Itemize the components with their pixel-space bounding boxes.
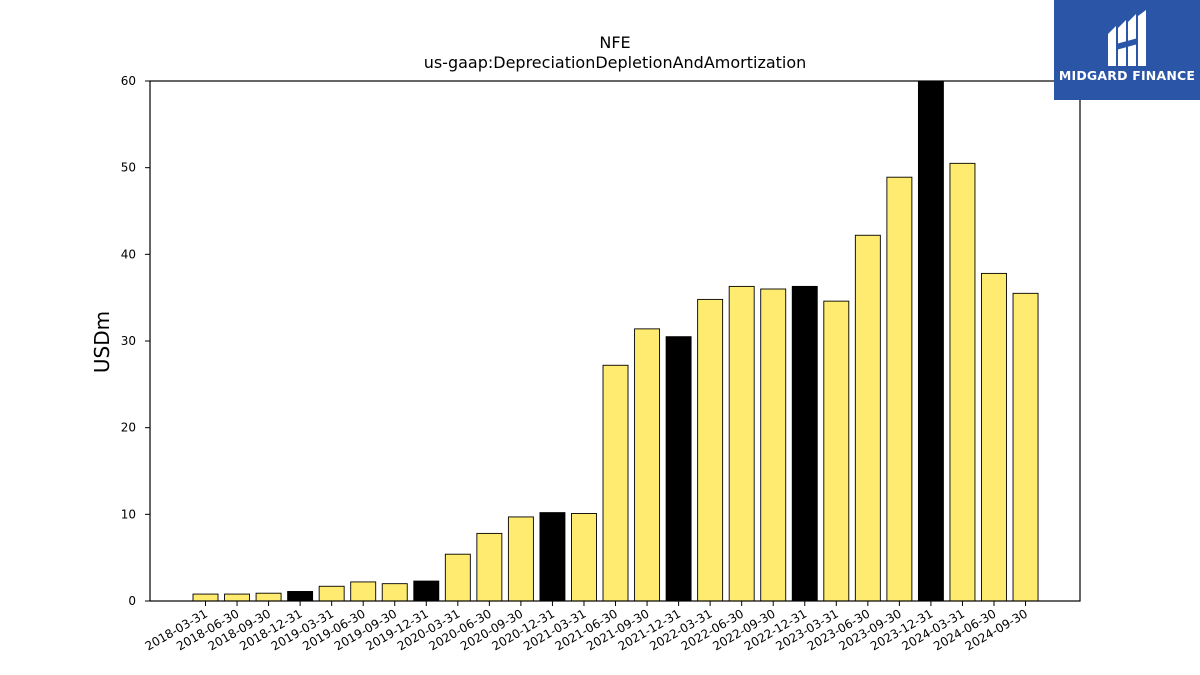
- bar-2018-09-30: [255, 592, 282, 602]
- y-tick-label: 50: [121, 161, 136, 175]
- y-tick-label: 60: [121, 74, 136, 88]
- bar-2023-03-31: [823, 300, 850, 602]
- bar-2022-06-30: [728, 285, 755, 602]
- bar-2020-03-31: [444, 553, 471, 602]
- bar-2022-12-31: [791, 285, 818, 602]
- bar-2021-12-31: [665, 336, 692, 602]
- midgard-logo-icon: [1108, 10, 1146, 66]
- bar-2022-03-31: [697, 298, 724, 602]
- bar-2019-09-30: [381, 583, 408, 602]
- bar-2024-03-31: [949, 162, 976, 602]
- bar-2020-12-31: [539, 512, 566, 602]
- bar-2019-12-31: [413, 580, 440, 602]
- bar-2024-06-30: [981, 272, 1007, 602]
- y-tick-label: 20: [121, 421, 136, 435]
- bar-2018-03-31: [192, 593, 219, 602]
- bar-2024-09-30: [1012, 292, 1039, 602]
- chart-title: NFE: [599, 33, 630, 52]
- bar-2018-06-30: [224, 593, 250, 602]
- bar-2021-03-31: [571, 513, 597, 602]
- bar-2023-06-30: [854, 234, 881, 602]
- bar-2020-09-30: [507, 516, 534, 602]
- bar-2020-06-30: [476, 532, 503, 602]
- axes-frame: [149, 80, 1081, 602]
- y-tick-label: 40: [121, 247, 136, 261]
- bar-2021-06-30: [602, 364, 629, 602]
- logo-text: MIDGARD FINANCE: [1058, 68, 1196, 83]
- y-axis-label: USDm: [90, 311, 114, 373]
- bar-2023-12-31: [917, 80, 944, 602]
- bar-2019-06-30: [350, 581, 377, 602]
- chart-subtitle: us-gaap:DepreciationDepletionAndAmortiza…: [424, 53, 807, 72]
- y-tick-label: 0: [128, 594, 136, 608]
- bar-2022-09-30: [760, 288, 787, 602]
- bar-2018-12-31: [287, 591, 314, 602]
- y-tick-label: 10: [121, 507, 136, 521]
- bar-2019-03-31: [318, 585, 345, 602]
- bar-2023-09-30: [886, 176, 913, 602]
- midgard-finance-logo: MIDGARD FINANCE: [1054, 0, 1200, 100]
- bar-2021-09-30: [634, 328, 661, 602]
- y-tick-label: 30: [121, 334, 136, 348]
